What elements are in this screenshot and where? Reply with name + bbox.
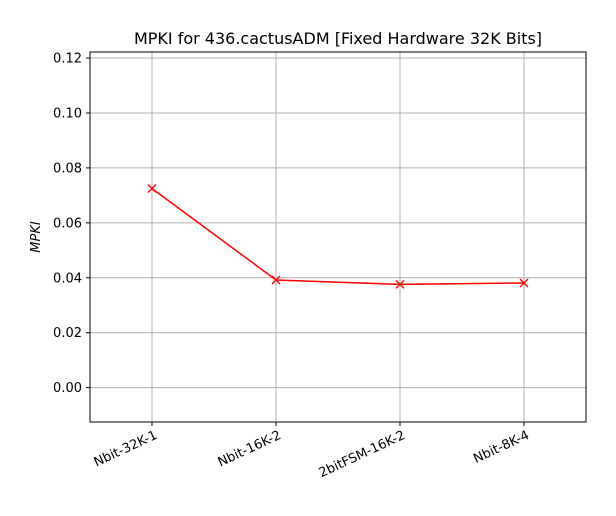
y-tick-label: 0.00	[53, 381, 82, 396]
chart-title: MPKI for 436.cactusADM [Fixed Hardware 3…	[134, 29, 542, 48]
x-tick-label: 2bitFSM-16K-2	[317, 428, 408, 481]
y-tick-label: 0.02	[53, 326, 82, 341]
y-tick-label: 0.06	[53, 216, 82, 231]
data-point-marker	[147, 184, 157, 193]
grid-lines	[90, 52, 586, 422]
series-line	[151, 187, 525, 286]
x-tick-label: Nbit-8K-4	[471, 428, 532, 467]
data-point-marker	[395, 279, 405, 289]
y-tick-label: 0.12	[53, 52, 82, 67]
data-point-marker	[519, 278, 529, 288]
x-tick-label: Nbit-16K-2	[216, 428, 284, 470]
x-tick-label: Nbit-32K-1	[92, 428, 160, 470]
y-tick-label: 0.08	[53, 161, 82, 176]
axis-ticks: 0.00 0.02 0.04 0.06 0.08 0.10 0.12 Nbit-32K-1 Nb…	[53, 52, 532, 482]
plot-area-frame	[89, 51, 587, 423]
data-point-marker	[271, 275, 281, 285]
y-axis-label: MPKI	[29, 221, 44, 253]
y-tick-label: 0.04	[53, 271, 82, 286]
y-tick-label: 0.10	[53, 106, 82, 121]
series-layer	[147, 184, 529, 289]
